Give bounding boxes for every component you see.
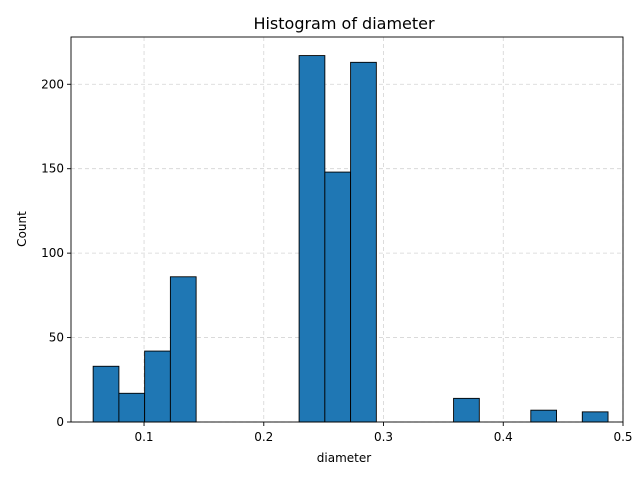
y-axis-label: Count — [15, 211, 29, 247]
histogram-bar — [118, 392, 146, 423]
histogram-bar — [298, 55, 326, 423]
histogram-bar — [350, 61, 377, 423]
x-tick-label: 0.4 — [494, 430, 513, 444]
x-tick-label: 0.5 — [613, 430, 632, 444]
histogram-bar — [324, 171, 352, 423]
plot-frame — [70, 36, 624, 423]
x-axis-ticks: 0.1 0.2 0.3 0.4 0.5 — [134, 422, 633, 444]
y-tick-label: 0 — [56, 415, 64, 429]
histogram-bar — [169, 276, 197, 423]
x-axis-label: diameter — [317, 451, 371, 465]
x-tick-label: 0.3 — [374, 430, 393, 444]
y-tick-label: 50 — [49, 331, 64, 345]
histogram-bar — [453, 397, 480, 423]
histogram-bar — [530, 409, 557, 423]
x-tick-label: 0.1 — [134, 430, 153, 444]
chart-title: Histogram of diameter — [253, 14, 435, 33]
y-tick-label: 200 — [41, 77, 64, 91]
y-axis-ticks: 0 50 100 150 200 — [41, 77, 71, 429]
histogram-bar — [581, 411, 609, 423]
y-tick-label: 100 — [41, 246, 64, 260]
histogram-bar — [144, 350, 171, 423]
axes — [70, 36, 624, 423]
y-tick-label: 150 — [41, 162, 64, 176]
x-tick-label: 0.2 — [254, 430, 273, 444]
histogram-bar — [92, 365, 120, 423]
histogram-bars — [92, 55, 609, 423]
